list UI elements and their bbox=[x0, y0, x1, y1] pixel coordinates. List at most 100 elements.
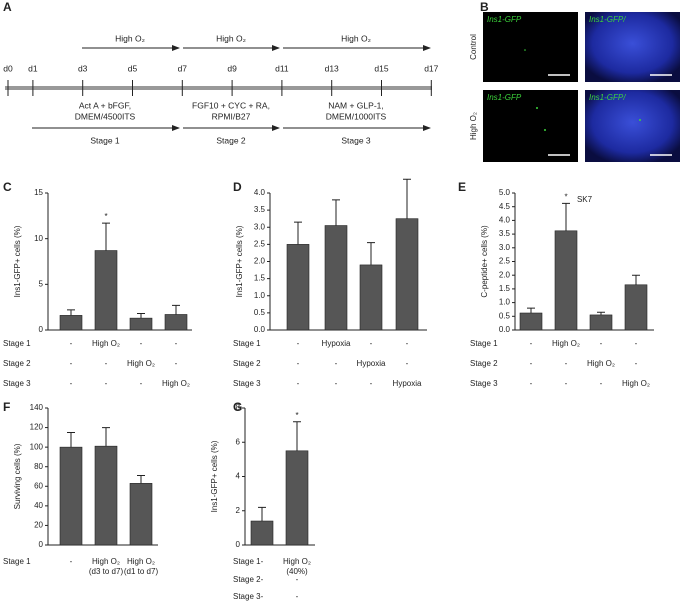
bar bbox=[59, 315, 83, 331]
condition-value: (d3 to d7) bbox=[89, 567, 124, 576]
condition-value: - bbox=[70, 379, 73, 388]
image bbox=[483, 12, 578, 82]
image-label: Ins1-GFP/ bbox=[589, 93, 626, 102]
y-tick-label: 1.0 bbox=[499, 298, 511, 307]
condition-value: - bbox=[530, 339, 533, 348]
condition-value: - bbox=[261, 592, 264, 601]
condition-value: - bbox=[175, 339, 178, 348]
condition-value: - bbox=[140, 379, 143, 388]
condition-value: Hypoxia bbox=[322, 339, 351, 348]
condition-value: Hypoxia bbox=[357, 359, 386, 368]
cell bbox=[544, 129, 546, 131]
oxygen-label: High O₂ bbox=[341, 33, 371, 43]
media-label: FGF10 + CYC + RA, bbox=[192, 100, 270, 110]
condition-label: Stage 2 bbox=[3, 359, 31, 368]
bar bbox=[554, 230, 578, 331]
condition-value: - bbox=[565, 359, 568, 368]
y-axis-label: Ins1-GFP+ cells (%) bbox=[235, 225, 244, 297]
condition-value: High O₂ bbox=[92, 339, 120, 348]
condition-label: Stage 3 bbox=[233, 592, 261, 601]
condition-value: - bbox=[406, 359, 409, 368]
y-tick-label: 2.0 bbox=[499, 270, 511, 279]
panel-label: A bbox=[3, 0, 12, 14]
panel-label: F bbox=[3, 400, 10, 414]
media-label: Act A + bFGF, bbox=[79, 100, 131, 110]
y-tick-label: 0 bbox=[236, 540, 241, 549]
y-tick-label: 0 bbox=[39, 540, 44, 549]
media-label: NAM + GLP-1, bbox=[328, 100, 384, 110]
condition-label: Stage 3 bbox=[3, 379, 31, 388]
error-bar bbox=[172, 304, 180, 315]
image-label: Ins1-GFP bbox=[487, 15, 522, 24]
condition-value: High O₂ bbox=[127, 557, 155, 566]
oxygen-label: High O₂ bbox=[216, 33, 246, 43]
bar bbox=[589, 314, 613, 331]
condition-value: - bbox=[406, 339, 409, 348]
error-bar bbox=[632, 274, 640, 285]
y-tick-label: 2.0 bbox=[254, 257, 266, 266]
bar bbox=[94, 445, 118, 546]
condition-label: Stage 3 bbox=[470, 379, 498, 388]
day-label: d5 bbox=[128, 63, 138, 73]
condition-label: Stage 1 bbox=[233, 339, 261, 348]
bar bbox=[94, 250, 118, 331]
condition-value: - bbox=[335, 359, 338, 368]
condition-value: - bbox=[261, 575, 264, 584]
condition-value: High O₂ bbox=[283, 557, 311, 566]
error-bar bbox=[293, 421, 301, 451]
y-tick-label: 140 bbox=[30, 403, 44, 412]
y-tick-label: 10 bbox=[34, 234, 43, 243]
condition-value: - bbox=[370, 339, 373, 348]
error-bar bbox=[102, 222, 110, 251]
panel-label: D bbox=[233, 180, 242, 194]
bar bbox=[164, 314, 188, 331]
condition-value: - bbox=[600, 339, 603, 348]
condition-label: Stage 2 bbox=[233, 575, 261, 584]
error-bar bbox=[137, 475, 145, 484]
media-label: RPMI/B27 bbox=[212, 111, 251, 121]
panel-label: B bbox=[480, 0, 489, 14]
day-label: d7 bbox=[178, 63, 188, 73]
day-label: d13 bbox=[325, 63, 339, 73]
bar bbox=[624, 284, 648, 331]
y-tick-label: 0.5 bbox=[499, 311, 511, 320]
y-tick-label: 100 bbox=[30, 442, 44, 451]
bar bbox=[250, 520, 274, 546]
image-label: Ins1-GFP bbox=[487, 93, 522, 102]
bar bbox=[59, 446, 83, 546]
y-tick-label: 8 bbox=[236, 403, 241, 412]
condition-value: - bbox=[105, 379, 108, 388]
condition-value: - bbox=[297, 379, 300, 388]
y-tick-label: 20 bbox=[34, 521, 43, 530]
y-tick-label: 1.5 bbox=[499, 284, 511, 293]
chart-title: SK7 bbox=[577, 195, 593, 204]
annotation: * bbox=[564, 193, 567, 202]
y-tick-label: 0 bbox=[39, 325, 44, 334]
y-axis-label: C-peptide+ cells (%) bbox=[480, 225, 489, 298]
images: Ins1-GFP Ins1-GFP/ Ins1-GFP Ins1-GFP/ Co… bbox=[469, 12, 680, 162]
error-bar bbox=[258, 506, 266, 522]
y-tick-label: 3.5 bbox=[499, 229, 511, 238]
y-tick-label: 2.5 bbox=[254, 239, 266, 248]
annotation: * bbox=[295, 411, 298, 420]
image-label: Ins1-GFP/ bbox=[589, 15, 626, 24]
condition-value: - bbox=[565, 379, 568, 388]
stage-label: Stage 2 bbox=[216, 135, 246, 145]
y-tick-label: 0.0 bbox=[499, 325, 511, 334]
cell bbox=[639, 119, 641, 121]
panel-label: E bbox=[458, 180, 466, 194]
error-bar bbox=[367, 242, 375, 265]
y-tick-label: 3.0 bbox=[254, 222, 266, 231]
condition-value: High O₂ bbox=[127, 359, 155, 368]
y-tick-label: 40 bbox=[34, 501, 43, 510]
condition-value: - bbox=[297, 339, 300, 348]
error-bar bbox=[562, 202, 570, 231]
bar bbox=[324, 225, 348, 331]
day-label: d9 bbox=[227, 63, 237, 73]
y-axis-label: Ins1-GFP+ cells (%) bbox=[210, 440, 219, 512]
condition-value: - bbox=[105, 359, 108, 368]
media-label: DMEM/4500ITS bbox=[75, 111, 136, 121]
condition-value: - bbox=[370, 379, 373, 388]
condition-value: (d1 to d7) bbox=[124, 567, 159, 576]
